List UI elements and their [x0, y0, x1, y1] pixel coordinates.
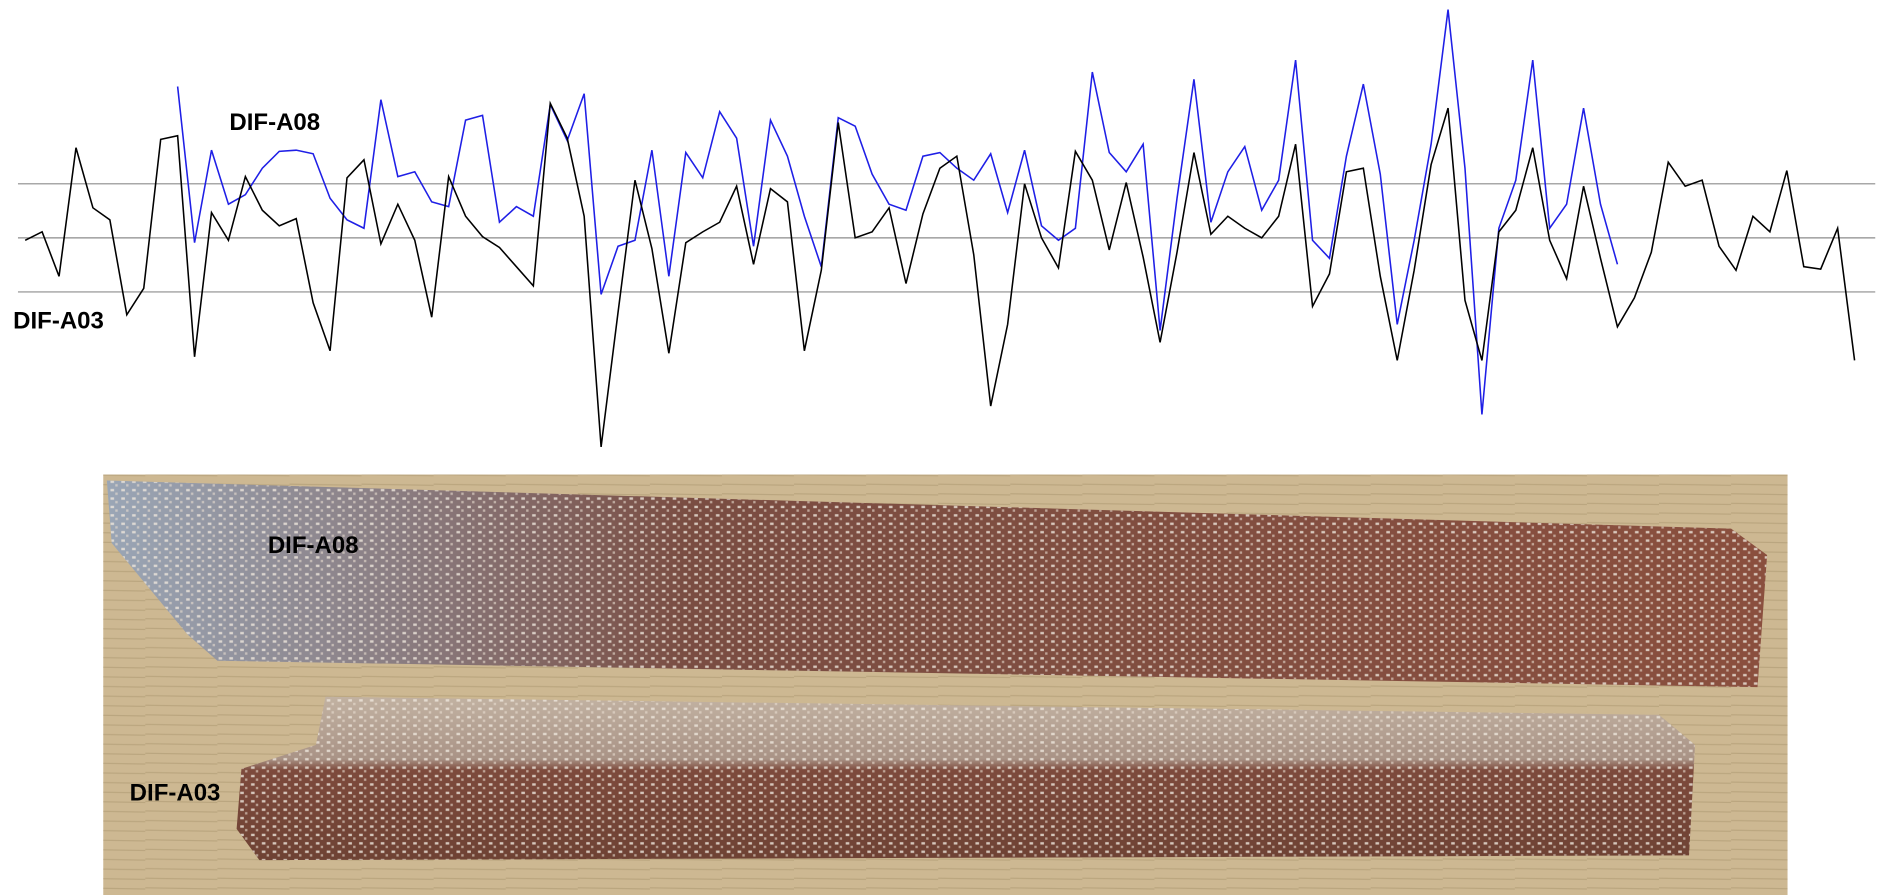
series-line	[178, 10, 1618, 415]
sample-bottom-rings	[237, 697, 1695, 860]
photo-label: DIF-A08	[268, 532, 359, 559]
photo-label: DIF-A03	[130, 779, 221, 806]
series-label: DIF-A03	[13, 307, 104, 334]
figure: DIF-A08 DIF-A03 DIF-A08 DIF-A03	[0, 0, 1886, 895]
series-label: DIF-A08	[229, 109, 320, 136]
series-line	[25, 103, 1854, 447]
page: DIF-A08DIF-A03DIF-A08DIF-A03 (() => { co…	[0, 0, 1886, 895]
